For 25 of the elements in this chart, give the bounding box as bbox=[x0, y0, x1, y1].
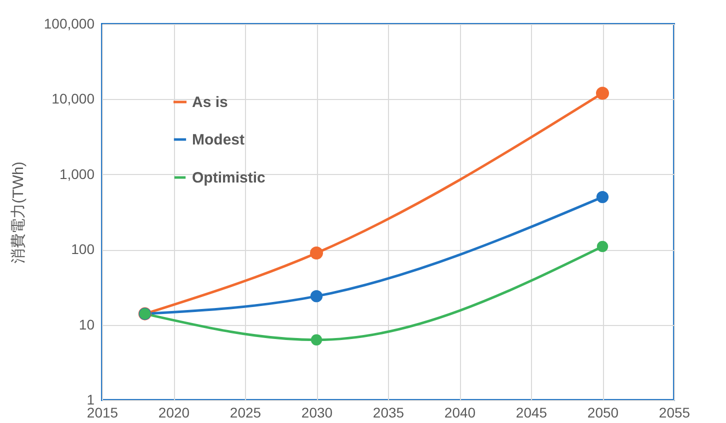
x-tick-label: 2050 bbox=[587, 404, 619, 420]
x-tick-label: 2015 bbox=[86, 404, 118, 420]
x-tick-label: 2035 bbox=[372, 404, 404, 420]
point bbox=[596, 86, 610, 100]
x-tick-label: 2025 bbox=[230, 404, 262, 420]
y-tick-label: 1 bbox=[86, 392, 95, 408]
legend-label: As is bbox=[192, 94, 228, 111]
legend-label: Optimistic bbox=[192, 170, 266, 186]
y-tick-label: 10,000 bbox=[52, 90, 95, 107]
y-tick-label: 100 bbox=[71, 241, 95, 258]
y-tick-label: 100,000 bbox=[44, 16, 95, 32]
x-tick-label: 2040 bbox=[444, 404, 476, 420]
point bbox=[310, 334, 322, 346]
y-tick-label: 10 bbox=[78, 316, 95, 332]
legend-label: Modest bbox=[192, 132, 245, 148]
point bbox=[310, 290, 323, 302]
x-tick-label: 2055 bbox=[658, 404, 690, 420]
y-tick-label: 1,000 bbox=[59, 166, 95, 182]
x-tick-label: 2045 bbox=[516, 404, 548, 420]
x-tick-label: 2020 bbox=[158, 404, 190, 420]
point bbox=[596, 190, 609, 204]
y-axis-title: 消費電力(TWh) bbox=[10, 162, 27, 264]
point bbox=[310, 246, 324, 260]
x-tick-label: 2030 bbox=[301, 404, 333, 420]
point bbox=[596, 240, 608, 252]
